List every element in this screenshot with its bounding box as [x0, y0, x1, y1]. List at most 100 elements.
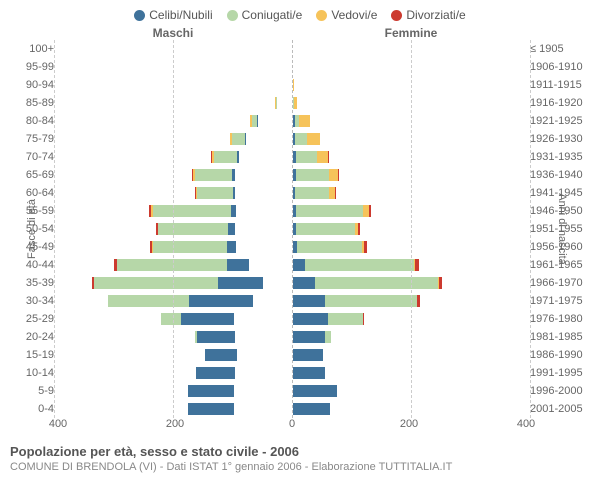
- male-bar-area: [58, 166, 292, 184]
- legend-label: Celibi/Nubili: [149, 8, 212, 22]
- pyramid-row: 0-4 2001-2005: [10, 400, 590, 418]
- bar-stack-female: [292, 42, 294, 57]
- bar-stack-male: [249, 114, 292, 129]
- pyramid-row: 90-94 1911-1915: [10, 76, 590, 94]
- bar-segment: [296, 223, 355, 236]
- bar-segment: [161, 313, 180, 326]
- pyramid-row: 35-39 1966-1970: [10, 274, 590, 292]
- bar-segment: [305, 259, 414, 272]
- bar-segment: [197, 331, 236, 344]
- bar-segment: [328, 313, 363, 326]
- bar-segment: [293, 277, 315, 290]
- bar-segment: [196, 367, 235, 380]
- legend-label: Divorziati/e: [406, 8, 465, 22]
- pyramid-row: 80-84 1921-1925: [10, 112, 590, 130]
- bar-stack-female: [292, 168, 396, 183]
- male-bar-area: [58, 40, 292, 58]
- male-bar-area: [58, 346, 292, 364]
- footer-title: Popolazione per età, sesso e stato civil…: [10, 444, 590, 459]
- bar-segment: [153, 205, 231, 218]
- female-bar-area: [292, 400, 526, 418]
- bar-stack-male: [107, 294, 292, 309]
- male-bar-area: [58, 310, 292, 328]
- pyramid-row: 95-99 1906-1910: [10, 58, 590, 76]
- male-bar-area: [58, 76, 292, 94]
- bar-stack-female: [292, 222, 418, 237]
- bar-stack-male: [187, 402, 292, 417]
- legend-swatch: [316, 10, 327, 21]
- legend-label: Coniugati/e: [242, 8, 303, 22]
- pyramid-row: 15-19 1986-1990: [10, 346, 590, 364]
- bar-stack-male: [210, 150, 292, 165]
- birth-year-label: 1951-1955: [526, 223, 590, 235]
- bar-stack-female: [292, 240, 424, 255]
- age-label: 40-44: [10, 259, 58, 271]
- pyramid-row: 85-89 1916-1920: [10, 94, 590, 112]
- female-bar-area: [292, 238, 526, 256]
- male-bar-area: [58, 148, 292, 166]
- bar-segment: [295, 133, 306, 146]
- x-tick-label: 400: [49, 418, 67, 430]
- birth-year-label: 1966-1970: [526, 277, 590, 289]
- bar-stack-male: [191, 168, 292, 183]
- legend-item: Celibi/Nubili: [134, 8, 212, 22]
- age-label: 60-64: [10, 187, 58, 199]
- bar-stack-male: [149, 240, 292, 255]
- bar-stack-female: [292, 78, 311, 93]
- male-bar-area: [58, 274, 292, 292]
- bar-stack-female: [292, 276, 480, 291]
- bar-segment: [296, 169, 329, 182]
- female-bar-area: [292, 94, 526, 112]
- age-label: 5-9: [10, 385, 58, 397]
- pyramid-row: 20-24 1981-1985: [10, 328, 590, 346]
- female-bar-area: [292, 220, 526, 238]
- bar-stack-female: [292, 96, 324, 111]
- female-bar-area: [292, 346, 526, 364]
- bar-stack-male: [187, 384, 292, 399]
- male-bar-area: [58, 220, 292, 238]
- legend-label: Vedovi/e: [331, 8, 377, 22]
- legend-swatch: [134, 10, 145, 21]
- bar-segment: [317, 151, 329, 164]
- bar-segment: [232, 169, 234, 182]
- female-bar-area: [292, 328, 526, 346]
- female-bar-area: [292, 184, 526, 202]
- bar-segment: [417, 295, 420, 308]
- bar-segment: [233, 187, 235, 200]
- age-label: 85-89: [10, 97, 58, 109]
- legend: Celibi/Nubili Coniugati/e Vedovi/e Divorzia…: [10, 8, 590, 22]
- bar-segment: [227, 241, 236, 254]
- male-bar-area: [58, 94, 292, 112]
- bar-segment: [315, 277, 438, 290]
- age-label: 100+: [10, 43, 58, 55]
- birth-year-label: 1911-1915: [526, 79, 590, 91]
- age-label: 65-69: [10, 169, 58, 181]
- bar-stack-female: [292, 348, 377, 363]
- age-label: 25-29: [10, 313, 58, 325]
- male-bar-area: [58, 58, 292, 76]
- birth-year-label: 2001-2005: [526, 403, 590, 415]
- birth-year-label: 1956-1960: [526, 241, 590, 253]
- female-bar-area: [292, 274, 526, 292]
- bar-segment: [329, 169, 338, 182]
- bar-segment: [297, 241, 362, 254]
- pyramid-row: 10-14 1991-1995: [10, 364, 590, 382]
- age-label: 15-19: [10, 349, 58, 361]
- bar-segment: [214, 151, 238, 164]
- bar-stack-female: [292, 150, 384, 165]
- bar-stack-male: [274, 96, 292, 111]
- bar-segment: [181, 313, 234, 326]
- age-label: 80-84: [10, 115, 58, 127]
- pyramid-row: 30-34 1971-1975: [10, 292, 590, 310]
- x-tick-label: 200: [166, 418, 184, 430]
- age-label: 75-79: [10, 133, 58, 145]
- bar-stack-female: [292, 114, 355, 129]
- bar-stack-male: [229, 132, 292, 147]
- male-bar-area: [58, 382, 292, 400]
- male-bar-area: [58, 292, 292, 310]
- pyramid-row: 100+ ≤ 1905: [10, 40, 590, 58]
- male-bar-area: [58, 202, 292, 220]
- x-axis: 4002000200400: [10, 418, 590, 434]
- bar-segment: [439, 277, 442, 290]
- pyramid-row: 60-64 1941-1945: [10, 184, 590, 202]
